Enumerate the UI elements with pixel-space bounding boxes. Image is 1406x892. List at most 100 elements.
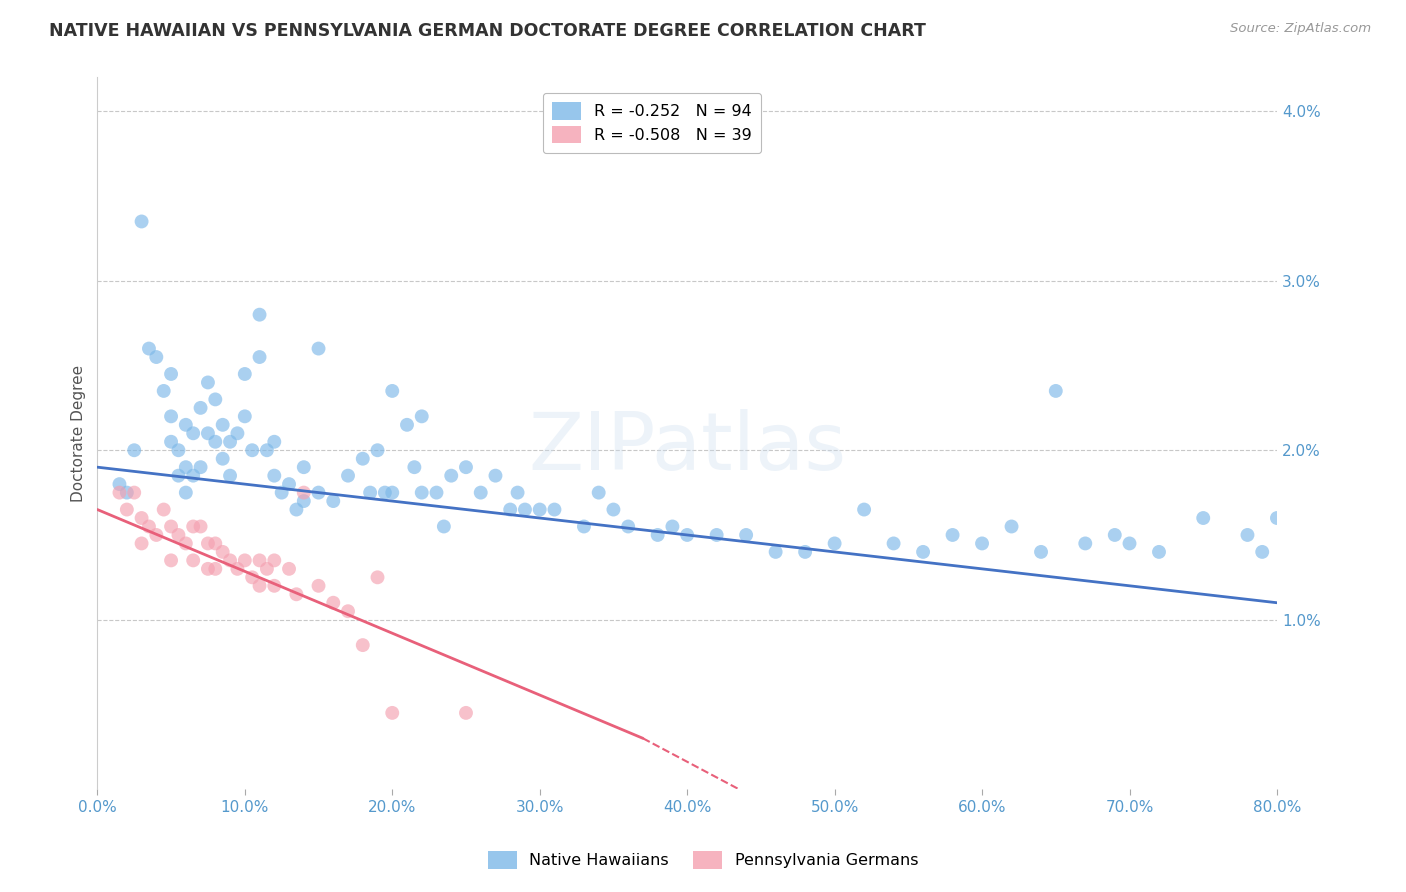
Point <box>204 434 226 449</box>
Point <box>181 553 204 567</box>
Point <box>411 485 433 500</box>
Point <box>131 214 153 228</box>
Point <box>263 468 285 483</box>
Point <box>308 579 330 593</box>
Point <box>1192 511 1215 525</box>
Point <box>160 434 183 449</box>
Point <box>292 494 315 508</box>
Point <box>211 417 233 432</box>
Point <box>529 502 551 516</box>
Point <box>1251 545 1274 559</box>
Point <box>322 596 344 610</box>
Point <box>219 434 242 449</box>
Point <box>249 308 271 322</box>
Point <box>366 443 388 458</box>
Point <box>115 485 138 500</box>
Point <box>211 451 233 466</box>
Point <box>1045 384 1067 398</box>
Point <box>249 579 271 593</box>
Point <box>381 384 404 398</box>
Point <box>404 460 426 475</box>
Point <box>506 485 529 500</box>
Point <box>1000 519 1022 533</box>
Point <box>249 350 271 364</box>
Point <box>190 519 212 533</box>
Point <box>240 570 263 584</box>
Point <box>285 587 308 601</box>
Point <box>352 451 374 466</box>
Point <box>1265 511 1288 525</box>
Point <box>794 545 817 559</box>
Point <box>499 502 522 516</box>
Point <box>181 468 204 483</box>
Point <box>322 494 344 508</box>
Point <box>219 468 242 483</box>
Legend: R = -0.252   N = 94, R = -0.508   N = 39: R = -0.252 N = 94, R = -0.508 N = 39 <box>543 93 761 153</box>
Y-axis label: Doctorate Degree: Doctorate Degree <box>72 365 86 502</box>
Point <box>240 443 263 458</box>
Point <box>285 502 308 516</box>
Point <box>174 485 197 500</box>
Point <box>278 562 301 576</box>
Point <box>204 562 226 576</box>
Point <box>197 562 219 576</box>
Point <box>374 485 396 500</box>
Point <box>883 536 905 550</box>
Point <box>1074 536 1097 550</box>
Point <box>190 460 212 475</box>
Point <box>270 485 292 500</box>
Point <box>278 477 301 491</box>
Point <box>706 528 728 542</box>
Point <box>138 342 160 356</box>
Point <box>108 477 131 491</box>
Text: Source: ZipAtlas.com: Source: ZipAtlas.com <box>1230 22 1371 36</box>
Point <box>824 536 846 550</box>
Point <box>197 536 219 550</box>
Point <box>337 468 360 483</box>
Point <box>337 604 360 618</box>
Point <box>145 350 167 364</box>
Point <box>1118 536 1140 550</box>
Point <box>602 502 624 516</box>
Point <box>256 562 278 576</box>
Point <box>122 485 145 500</box>
Point <box>676 528 699 542</box>
Point <box>572 519 595 533</box>
Point <box>853 502 876 516</box>
Point <box>308 485 330 500</box>
Point <box>1029 545 1052 559</box>
Point <box>204 392 226 407</box>
Point <box>1147 545 1170 559</box>
Point <box>433 519 456 533</box>
Point <box>395 417 418 432</box>
Point <box>912 545 935 559</box>
Point <box>160 367 183 381</box>
Point <box>181 426 204 441</box>
Point <box>197 376 219 390</box>
Point <box>131 511 153 525</box>
Point <box>359 485 381 500</box>
Point <box>1236 528 1258 542</box>
Point <box>249 553 271 567</box>
Point <box>219 553 242 567</box>
Point <box>233 409 256 424</box>
Point <box>131 536 153 550</box>
Point <box>588 485 610 500</box>
Point <box>256 443 278 458</box>
Point <box>454 706 477 720</box>
Point <box>735 528 758 542</box>
Point <box>1104 528 1126 542</box>
Point <box>197 426 219 441</box>
Point <box>181 519 204 533</box>
Point <box>174 460 197 475</box>
Point <box>440 468 463 483</box>
Point <box>617 519 640 533</box>
Point <box>263 579 285 593</box>
Text: NATIVE HAWAIIAN VS PENNSYLVANIA GERMAN DOCTORATE DEGREE CORRELATION CHART: NATIVE HAWAIIAN VS PENNSYLVANIA GERMAN D… <box>49 22 927 40</box>
Point <box>174 417 197 432</box>
Point <box>470 485 492 500</box>
Point <box>381 706 404 720</box>
Point <box>308 342 330 356</box>
Point <box>226 562 249 576</box>
Point <box>233 367 256 381</box>
